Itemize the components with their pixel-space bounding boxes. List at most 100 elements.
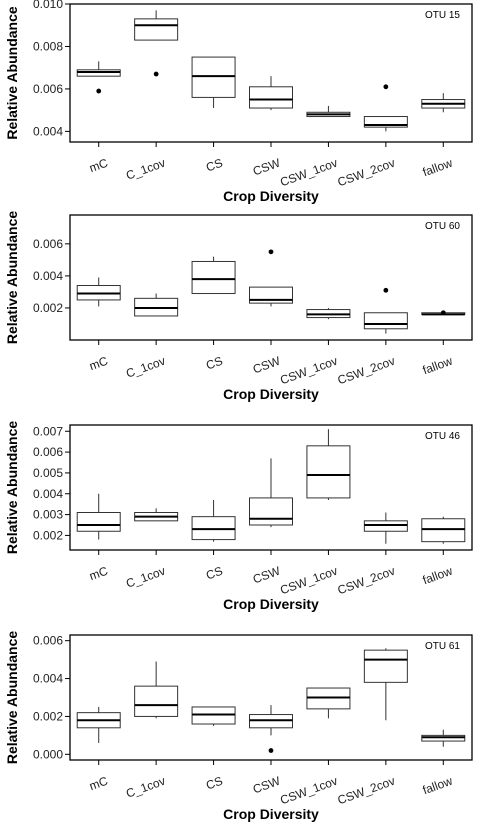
box-body: [77, 70, 120, 76]
x-tick-label: fallow: [421, 564, 455, 588]
x-tick-label: mC: [87, 564, 110, 584]
otu-label: OTU 46: [425, 431, 460, 442]
box-CSW_1cov: [307, 429, 350, 500]
box-CS: [192, 57, 235, 108]
box-body: [422, 519, 465, 542]
outlier-point: [383, 84, 388, 89]
y-tick-label: 0.000: [33, 747, 63, 761]
box-CSW: [250, 705, 293, 753]
box-body: [364, 313, 407, 329]
box-mC: [77, 278, 120, 307]
box-CSW: [250, 458, 293, 527]
outlier-point: [441, 310, 446, 315]
box-body: [250, 87, 293, 108]
x-tick-label: CS: [204, 774, 224, 793]
box-CSW_2cov: [364, 288, 407, 334]
box-C_1cov: [135, 294, 178, 316]
x-tick-label: CS: [204, 564, 224, 583]
box-C_1cov: [135, 662, 178, 719]
box-CSW_1cov: [307, 106, 350, 117]
y-tick-label: 0.006: [33, 82, 63, 96]
x-tick-label: C_1cov: [124, 354, 167, 381]
outlier-point: [383, 288, 388, 293]
x-tick-label: mC: [87, 774, 110, 794]
box-CS: [192, 257, 235, 294]
box-body: [77, 513, 120, 532]
x-axis-title: Crop Diversity: [223, 806, 319, 822]
x-tick-label: CSW_1cov: [278, 156, 339, 190]
box-body: [192, 261, 235, 293]
box-body: [192, 517, 235, 540]
x-tick-label: CSW_1cov: [278, 354, 339, 388]
y-tick-label: 0.004: [33, 124, 63, 138]
x-tick-label: C_1cov: [124, 774, 167, 801]
x-tick-label: mC: [87, 156, 110, 176]
y-axis-title: Relative Abundance: [4, 421, 20, 555]
box-body: [364, 521, 407, 531]
x-tick-label: C_1cov: [124, 156, 167, 183]
box-mC: [77, 61, 120, 93]
y-tick-label: 0.005: [33, 466, 63, 480]
y-tick-label: 0.002: [33, 709, 63, 723]
outlier-point: [269, 249, 274, 254]
box-body: [135, 686, 178, 716]
box-fallow: [422, 517, 465, 544]
chart-panel-3: 0.0020.0030.0040.0050.0060.007mC C_1cov CS…: [4, 421, 472, 612]
y-axis-title: Relative Abundance: [4, 211, 20, 345]
y-tick-label: 0.008: [33, 39, 63, 53]
y-tick-label: 0.003: [33, 508, 63, 522]
x-tick-label: CSW_2cov: [336, 156, 397, 190]
x-tick-label: fallow: [421, 774, 455, 798]
y-tick-label: 0.010: [33, 0, 63, 11]
outlier-point: [154, 72, 159, 77]
x-tick-label: CSW: [251, 353, 283, 376]
x-axis-title: Crop Diversity: [223, 596, 319, 612]
chart-panel-4: 0.000 0.002 0.004 0.006 mC C_1cov CS CSWCSW_1co…: [4, 631, 472, 822]
box-body: [250, 498, 293, 525]
box-body: [135, 19, 178, 40]
x-tick-label: CSW_1cov: [278, 774, 339, 808]
box-CSW_2cov: [364, 513, 407, 544]
x-axis-title: Crop Diversity: [223, 188, 319, 204]
plot-frame: [70, 635, 472, 760]
x-tick-label: CSW_2cov: [336, 774, 397, 808]
y-tick-label: 0.006: [33, 237, 63, 251]
box-fallow: [422, 93, 465, 112]
y-tick-label: 0.002: [33, 301, 63, 315]
outlier-point: [96, 89, 101, 94]
y-tick-label: 0.006: [33, 445, 63, 459]
box-mC: [77, 707, 120, 743]
x-tick-label: mC: [87, 354, 110, 374]
x-tick-label: CSW: [251, 155, 283, 178]
y-axis-title: Relative Abundance: [4, 631, 20, 765]
x-tick-label: CS: [204, 354, 224, 373]
box-body: [364, 650, 407, 682]
otu-label: OTU 60: [425, 221, 460, 232]
box-CS: [192, 707, 235, 726]
x-tick-label: fallow: [421, 354, 455, 378]
y-tick-label: 0.004: [33, 269, 63, 283]
box-body: [307, 446, 350, 498]
otu-label: OTU 61: [425, 641, 460, 652]
y-axis-title: Relative Abundance: [4, 6, 20, 140]
box-CSW_1cov: [307, 308, 350, 319]
x-tick-label: CSW_1cov: [278, 564, 339, 598]
box-fallow: [422, 730, 465, 747]
x-tick-label: CSW_2cov: [336, 354, 397, 388]
plot-frame: [70, 215, 472, 340]
box-C_1cov: [135, 10, 178, 76]
y-tick-label: 0.004: [33, 672, 63, 686]
box-CSW_2cov: [364, 84, 407, 131]
box-CS: [192, 500, 235, 542]
x-tick-label: CSW: [251, 773, 283, 796]
y-tick-label: 0.004: [33, 487, 63, 501]
box-fallow: [422, 310, 465, 315]
plot-frame: [70, 4, 472, 142]
x-tick-label: CSW: [251, 563, 283, 586]
box-C_1cov: [135, 508, 178, 520]
y-tick-label: 0.007: [33, 424, 63, 438]
y-tick-label: 0.006: [33, 634, 63, 648]
otu-label: OTU 15: [425, 10, 460, 21]
outlier-point: [269, 748, 274, 753]
